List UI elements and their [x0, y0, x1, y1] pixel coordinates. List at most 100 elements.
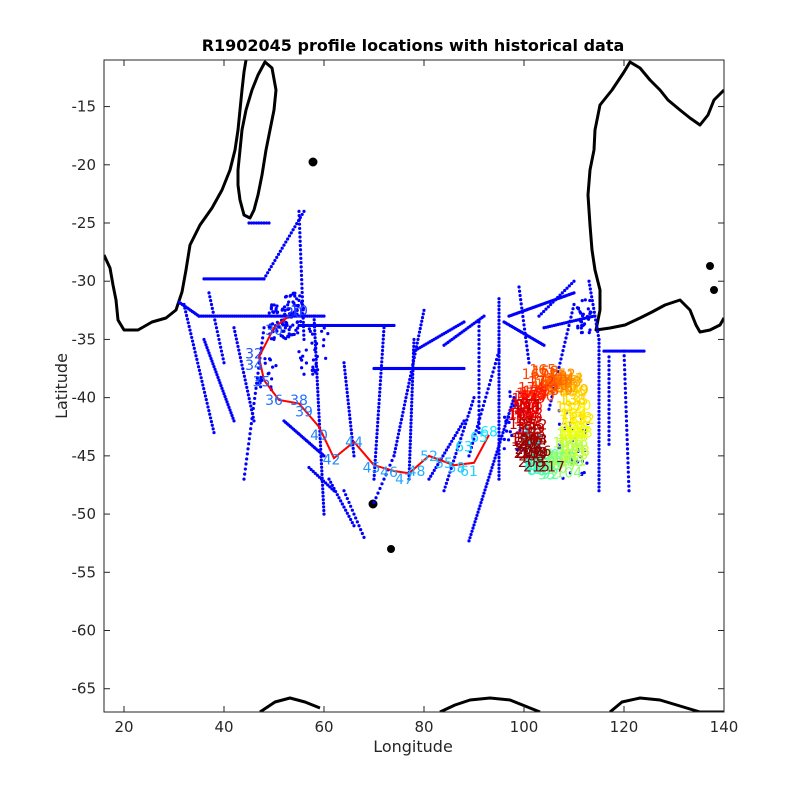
- historical-point: [311, 469, 315, 473]
- historical-point: [569, 461, 574, 466]
- historical-point: [251, 406, 255, 411]
- historical-point: [624, 400, 628, 404]
- historical-point: [477, 338, 481, 342]
- profile-label: 131: [559, 413, 586, 429]
- historical-point: [304, 361, 309, 365]
- historical-point: [497, 398, 501, 402]
- profile-label: 114: [558, 439, 585, 455]
- historical-point: [473, 433, 477, 437]
- historical-point: [266, 372, 270, 376]
- historical-point: [295, 320, 300, 324]
- historical-point: [376, 409, 381, 413]
- profile-label: 42: [323, 452, 341, 468]
- historical-point: [568, 471, 573, 475]
- historical-point: [477, 395, 481, 399]
- historical-point: [352, 454, 356, 458]
- historical-point: [295, 308, 299, 312]
- historical-point: [597, 447, 601, 451]
- historical-point: [592, 306, 596, 310]
- profile-label: 52: [420, 449, 438, 465]
- historical-point: [508, 408, 512, 412]
- historical-point: [473, 520, 477, 524]
- historical-point: [571, 417, 575, 421]
- historical-point: [319, 462, 324, 466]
- historical-point: [380, 360, 384, 364]
- historical-point: [313, 471, 317, 475]
- profile-label: 68: [480, 424, 498, 440]
- historical-point: [477, 413, 481, 417]
- historical-point: [627, 484, 631, 488]
- historical-point: [313, 336, 317, 340]
- historical-point: [497, 347, 501, 351]
- historical-point: [340, 502, 344, 506]
- historical-point: [409, 407, 414, 411]
- historical-point: [412, 337, 416, 342]
- historical-point: [597, 489, 601, 493]
- historical-point: [311, 365, 315, 369]
- historical-point: [408, 449, 412, 453]
- historical-point: [597, 466, 601, 470]
- historical-point: [288, 325, 292, 329]
- historical-point: [408, 377, 412, 382]
- historical-point: [355, 520, 359, 524]
- historical-point: [247, 221, 251, 225]
- historical-point: [407, 463, 412, 467]
- historical-point: [597, 428, 601, 432]
- profile-label: 213: [521, 433, 548, 449]
- historical-point: [460, 422, 464, 426]
- historical-point: [571, 307, 575, 311]
- historical-point: [342, 489, 346, 493]
- historical-point: [351, 446, 355, 451]
- historical-point: [568, 422, 573, 426]
- historical-point: [410, 366, 414, 371]
- historical-point: [291, 323, 295, 327]
- historical-point: [312, 321, 316, 325]
- historical-point: [497, 416, 501, 420]
- historical-point: [249, 404, 253, 408]
- historical-point: [324, 481, 328, 485]
- historical-point: [560, 446, 564, 450]
- historical-point: [278, 249, 282, 253]
- historical-point: [317, 415, 321, 419]
- historical-point: [469, 532, 473, 537]
- historical-point: [497, 448, 501, 452]
- historical-point: [321, 501, 326, 505]
- profile-label: 217: [538, 459, 565, 475]
- profile-label: 111: [560, 454, 587, 470]
- historical-point: [302, 333, 306, 337]
- historical-point: [507, 411, 511, 416]
- historical-point: [192, 346, 196, 351]
- historical-point: [402, 403, 407, 407]
- historical-point: [560, 291, 564, 295]
- historical-point: [451, 436, 456, 440]
- historical-point: [449, 466, 453, 471]
- profile-label: 93: [546, 458, 564, 474]
- historical-point: [319, 447, 323, 451]
- historical-point: [581, 312, 585, 316]
- historical-point: [288, 294, 292, 298]
- historical-point: [238, 352, 242, 356]
- historical-point: [497, 437, 501, 442]
- historical-point: [494, 453, 498, 457]
- historical-point: [298, 226, 302, 231]
- historical-point: [348, 413, 352, 417]
- historical-point: [607, 425, 611, 429]
- historical-point: [497, 434, 501, 438]
- float-track: [257, 315, 490, 475]
- profile-label: 193: [519, 425, 546, 441]
- historical-point: [209, 302, 214, 307]
- historical-point: [597, 360, 601, 364]
- historical-point: [201, 383, 205, 387]
- historical-point: [300, 282, 304, 286]
- historical-point: [275, 255, 279, 259]
- historical-point: [410, 386, 414, 390]
- profile-label: 164: [531, 374, 558, 390]
- historical-point: [477, 324, 481, 328]
- historical-point: [286, 303, 290, 307]
- historical-point: [264, 274, 268, 278]
- historical-point: [486, 387, 490, 391]
- chart-title: R1902045 profile locations with historic…: [202, 36, 625, 55]
- historical-point: [300, 290, 304, 295]
- historical-point: [454, 451, 458, 456]
